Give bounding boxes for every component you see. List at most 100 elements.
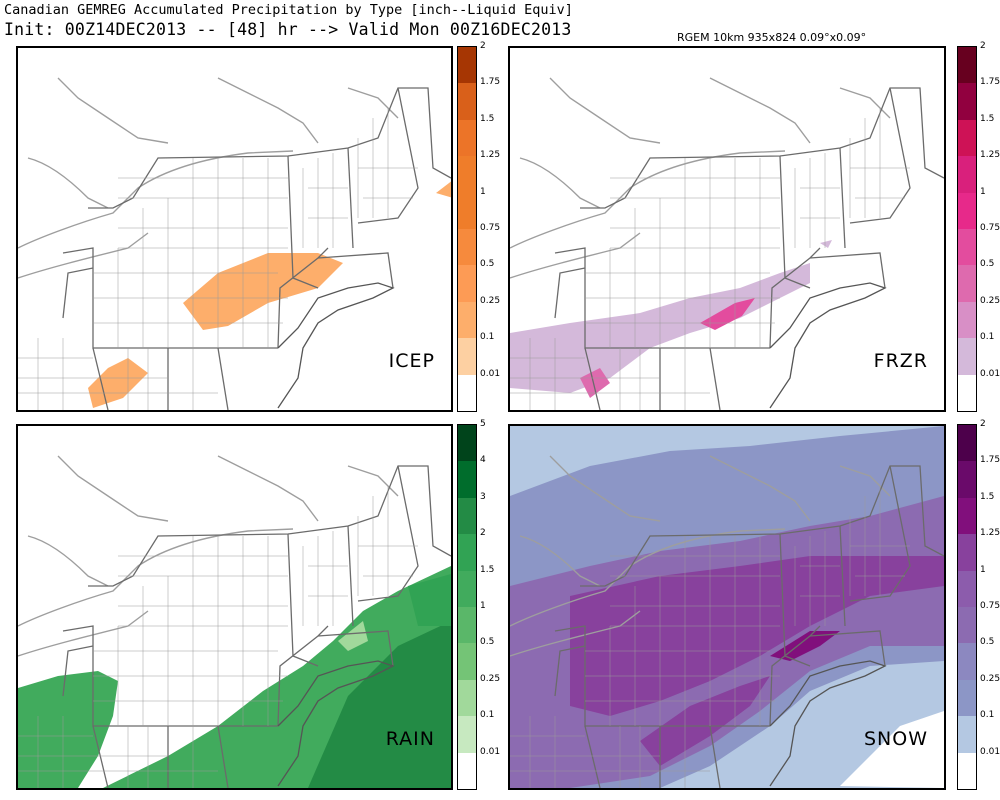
legend-swatch [458,265,476,302]
icep-precip-area [436,181,451,198]
legend-tick-label: 0.75 [980,223,1000,233]
frzr-precip-area [580,368,610,398]
legend-swatch [958,83,976,120]
legend-tick-label: 0.01 [480,368,501,379]
legend-swatch [458,716,476,753]
legend-swatch [958,229,976,266]
frzr-map-panel: FRZR [508,46,946,412]
snow-color-legend [957,424,977,790]
county-lines [18,486,418,788]
legend-swatch [958,679,976,717]
legend-swatch [458,83,476,120]
snow-precip-area [640,676,770,766]
icep-color-legend [457,46,477,412]
rain-map [18,455,451,788]
legend-swatch [458,752,476,789]
legend-swatch [958,156,976,193]
snow-panel-label: SNOW [863,728,928,750]
state-borders [62,465,451,788]
rain-precip-area [308,621,451,788]
frzr-precip-area [820,240,832,248]
legend-tick-label: 0.5 [480,637,495,648]
rain-map-panel: RAIN [16,424,453,790]
coastline [277,660,395,787]
legend-swatch [958,265,976,302]
map-subtitle: Init: 00Z14DEC2013 -- [48] hr --> Valid … [4,20,572,39]
legend-swatch [958,119,976,157]
legend-tick-label: 0.5 [480,259,495,270]
legend-tick-label: 0.25 [980,673,1000,684]
map-title: Canadian GEMREG Accumulated Precipitatio… [4,2,573,18]
legend-tick-label: 0.75 [980,601,1000,611]
legend-tick-label: 1.5 [980,113,995,124]
legend-tick-label: 2 [980,41,986,51]
legend-swatch [458,192,476,229]
frzr-panel-label: FRZR [873,350,928,372]
legend-tick-label: 1 [980,186,986,197]
legend-swatch [458,679,476,717]
legend-swatch [458,156,476,193]
legend-swatch [458,119,476,157]
legend-swatch [958,534,976,571]
legend-swatch [958,607,976,644]
icep-precip-area [183,253,343,330]
legend-swatch [458,607,476,644]
snow-map [510,426,944,788]
legend-tick-label: 2 [480,528,486,539]
legend-tick-label: 0.25 [980,295,1000,306]
legend-tick-label: 0.01 [980,368,1000,379]
snow-no-precip-area [840,711,944,788]
legend-tick-label: 4 [480,455,486,466]
county-lines [510,486,910,788]
legend-tick-label: 1 [480,601,486,611]
legend-tick-label: 1.25 [480,150,501,161]
rain-color-legend [457,424,477,790]
legend-swatch [458,497,476,535]
icep-map [18,77,451,410]
grid-info: RGEM 10km 935x824 0.09°x0.09° [677,31,867,44]
legend-tick-label: 0.25 [480,295,501,306]
legend-swatch [958,301,976,339]
legend-tick-label: 3 [480,491,486,502]
legend-swatch [458,229,476,266]
legend-tick-label: 0.5 [980,259,995,270]
frzr-color-legend [957,46,977,412]
legend-swatch [958,570,976,607]
legend-tick-label: 1.5 [480,113,495,124]
legend-swatch [958,643,976,680]
legend-tick-label: 5 [480,419,486,429]
legend-tick-label: 0.1 [480,332,495,343]
legend-swatch [958,461,976,498]
legend-swatch [458,570,476,607]
legend-swatch [958,374,976,411]
coastline [277,282,395,409]
legend-tick-label: 1.5 [480,564,495,575]
coastline [769,282,887,409]
legend-tick-label: 0.75 [480,223,501,233]
legend-swatch [458,643,476,680]
legend-swatch [458,425,476,462]
frzr-precip-area [700,298,755,330]
legend-tick-label: 0.5 [980,637,995,648]
state-borders [554,87,944,410]
legend-tick-label: 1.75 [480,77,501,88]
legend-tick-label: 1 [480,186,486,197]
legend-tick-label: 1 [980,564,986,575]
legend-swatch [958,192,976,229]
legend-swatch [458,534,476,571]
legend-tick-label: 1.75 [980,455,1000,466]
icep-panel-label: ICEP [388,350,435,372]
legend-tick-label: 0.25 [480,673,501,684]
coastline [769,660,887,787]
legend-swatch [458,374,476,411]
rain-precip-area [408,574,451,626]
icep-map-panel: ICEP [16,46,453,412]
legend-swatch [958,752,976,789]
rain-precip-area [338,621,368,651]
legend-tick-label: 0.1 [980,710,995,721]
legend-swatch [458,461,476,498]
legend-swatch [958,716,976,753]
legend-tick-label: 2 [480,41,486,51]
legend-tick-label: 1.25 [980,528,1000,539]
legend-tick-label: 1.5 [980,491,995,502]
